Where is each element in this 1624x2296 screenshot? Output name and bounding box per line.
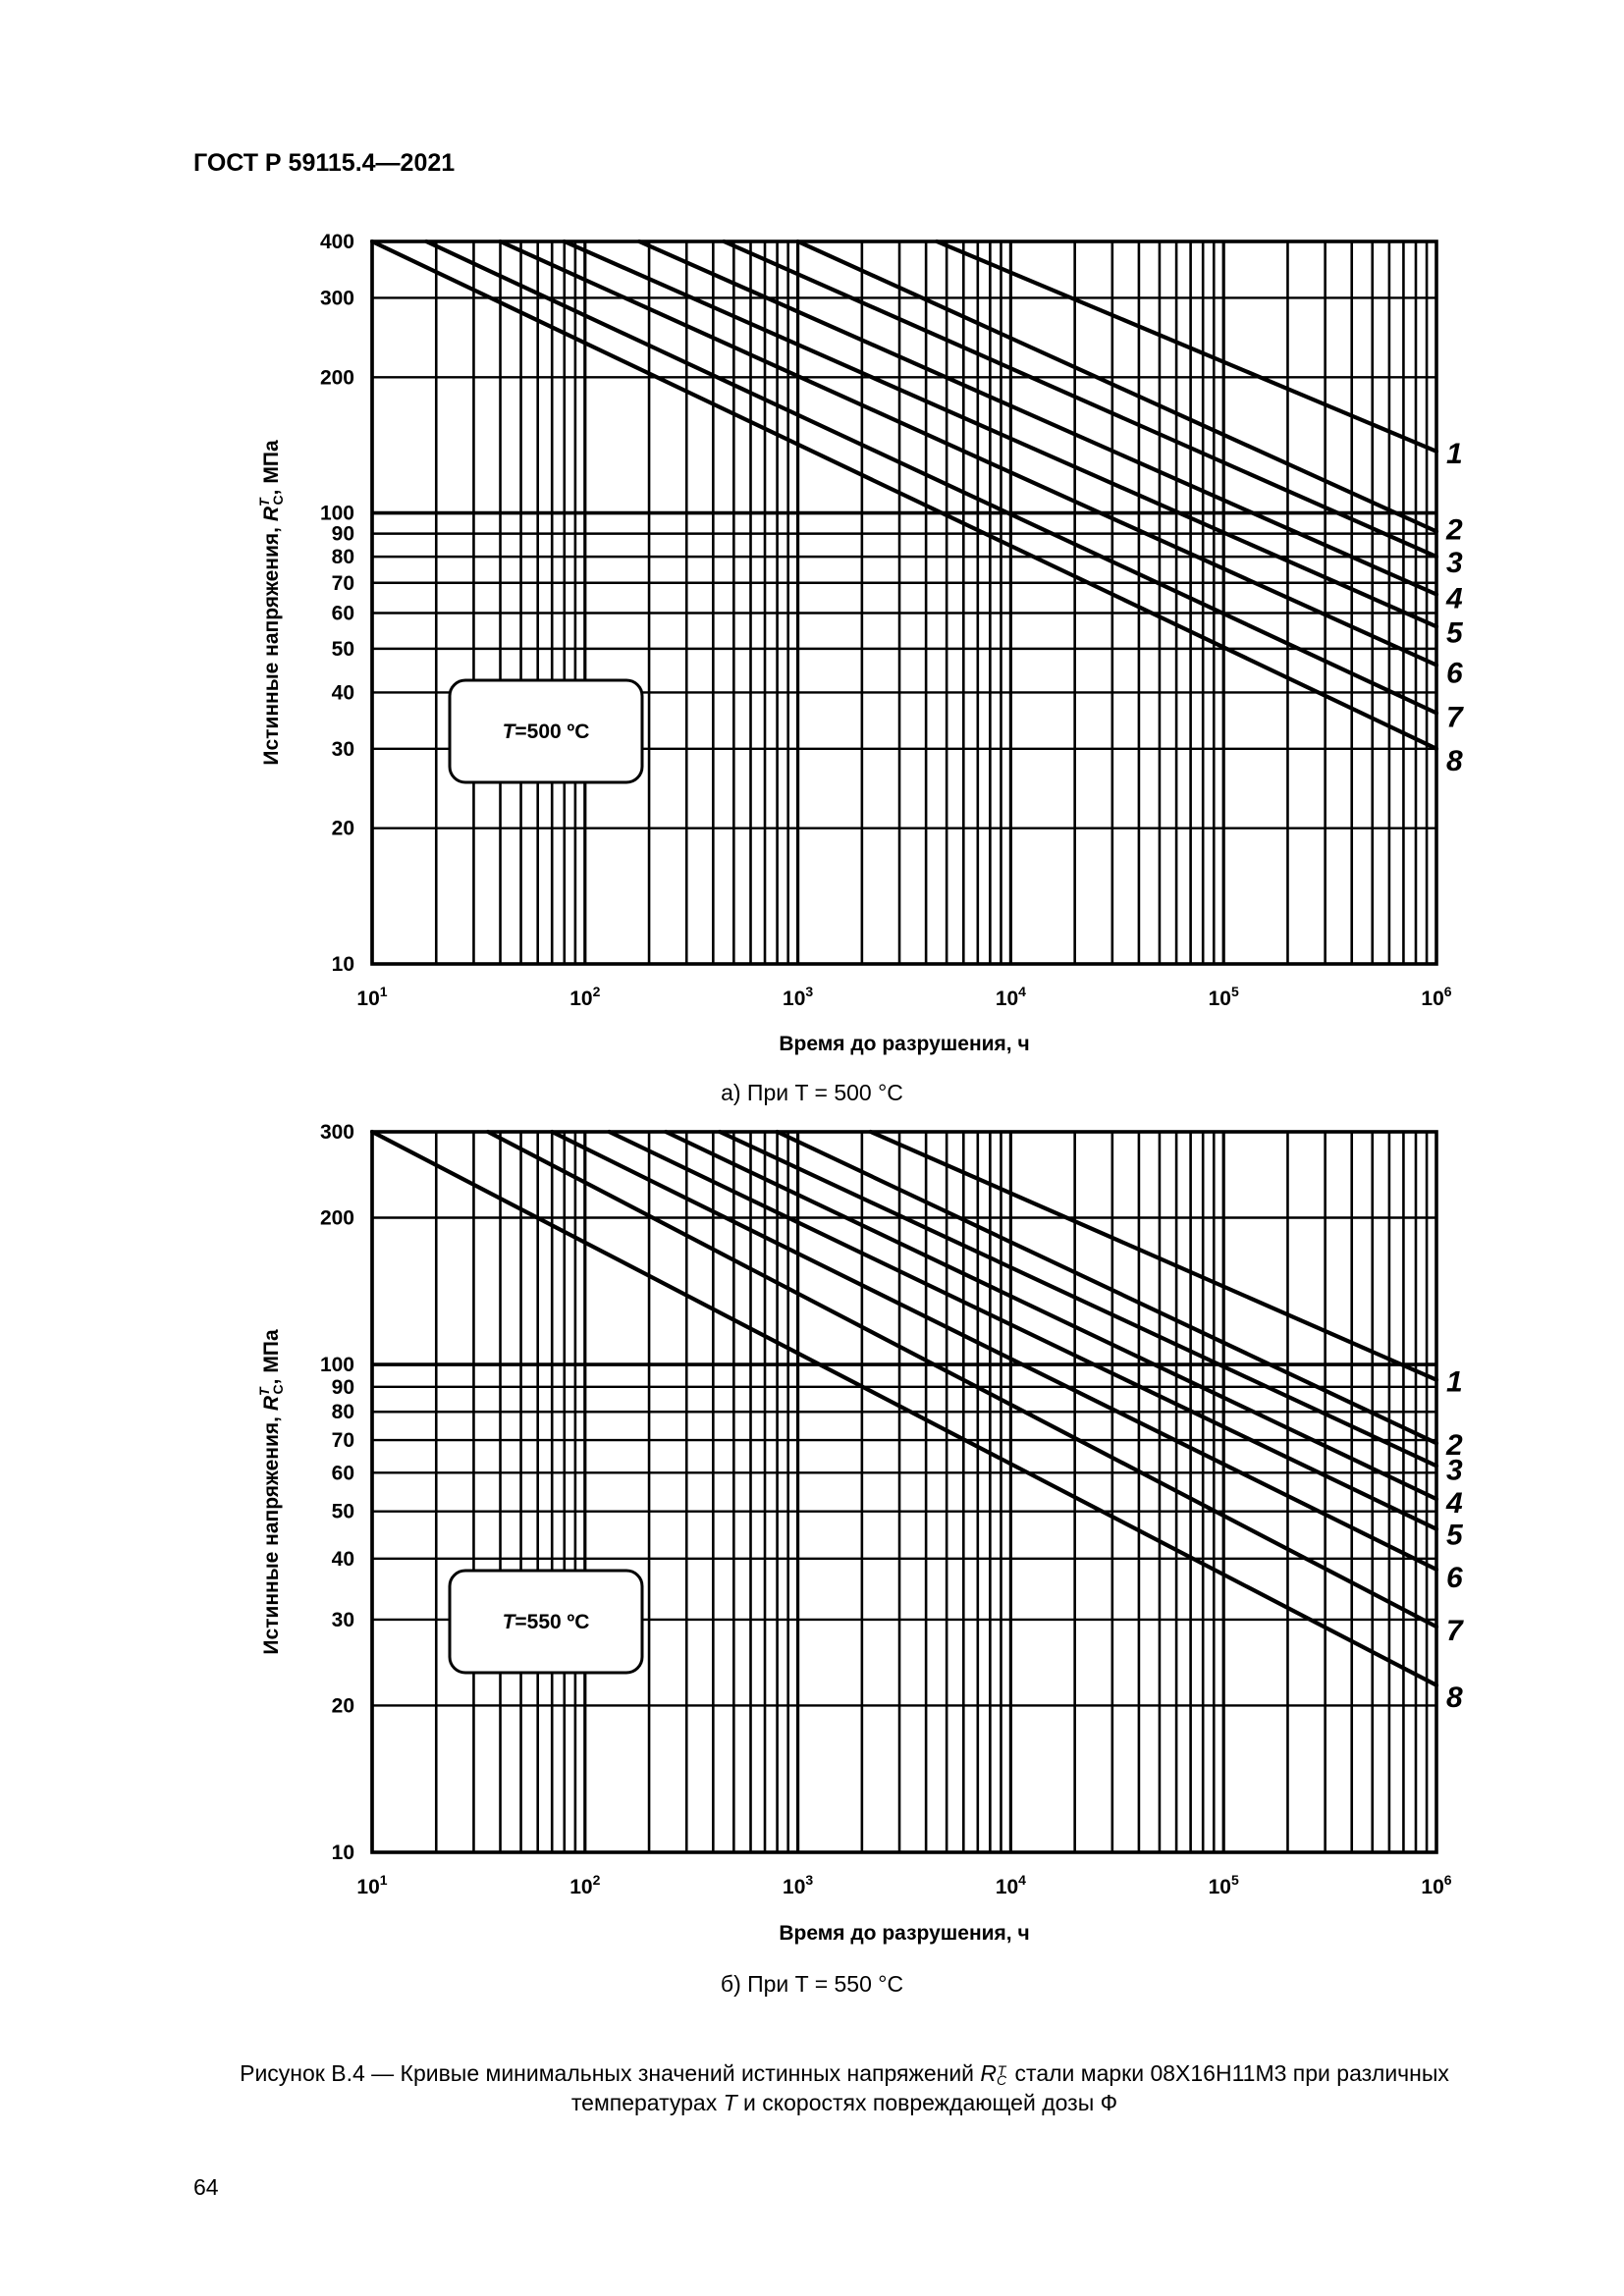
series-label-8: 8 xyxy=(1446,1682,1463,1714)
y-tick-label: 40 xyxy=(332,681,354,704)
y-tick-label: 400 xyxy=(320,231,354,253)
x-tick-label: 103 xyxy=(783,1872,813,1898)
y-tick-label: 10 xyxy=(332,1842,354,1864)
y-tick-label: 50 xyxy=(332,1501,354,1523)
temperature-label: T=500 ºC xyxy=(503,721,590,743)
x-tick-label: 102 xyxy=(569,984,600,1010)
y-tick-label: 90 xyxy=(332,523,354,546)
series-label-2: 2 xyxy=(1445,1429,1463,1462)
y-tick-label: 300 xyxy=(320,1121,354,1144)
y-tick-label: 300 xyxy=(320,287,354,309)
x-tick-label: 102 xyxy=(569,1872,600,1898)
series-line-3 xyxy=(722,239,1439,560)
figure-caption-line2: температурах T и скоростях повреждающей … xyxy=(570,2090,1118,2115)
x-tick-labels: 101 102 103 104 105 106 xyxy=(356,1872,1451,1898)
series-label-2: 2 xyxy=(1445,513,1463,546)
series-label-7: 7 xyxy=(1446,1615,1464,1647)
y-tick-label: 70 xyxy=(332,1429,354,1452)
x-axis-title: Время до разрушения, ч xyxy=(779,1033,1029,1055)
x-tick-label: 105 xyxy=(1209,1872,1239,1898)
series-line-1 xyxy=(868,1129,1439,1382)
series-line-1 xyxy=(935,239,1439,454)
temperature-label: T=550 ºC xyxy=(503,1611,590,1633)
y-tick-label: 40 xyxy=(332,1548,354,1571)
series-line-8 xyxy=(369,1129,1439,1687)
y-tick-label: 200 xyxy=(320,1207,354,1230)
x-tick-label: 104 xyxy=(996,984,1026,1010)
y-axis-title: Истинные напряжения, RTC, МПа xyxy=(256,1329,286,1655)
y-tick-label: 90 xyxy=(332,1376,354,1399)
series-line-2 xyxy=(795,239,1439,534)
plot-frame xyxy=(370,240,1438,966)
series-line-3 xyxy=(717,1129,1439,1468)
series-line-2 xyxy=(775,1129,1439,1446)
series-label-7: 7 xyxy=(1446,701,1464,733)
temperature-box xyxy=(448,1569,644,1675)
figure-caption: Рисунок В.4 — Кривые минимальных значени… xyxy=(187,2058,1502,2117)
series-label-4: 4 xyxy=(1445,1487,1463,1520)
series-label-5: 5 xyxy=(1446,1520,1464,1552)
x-tick-label: 106 xyxy=(1421,984,1451,1010)
series-label-6: 6 xyxy=(1446,658,1463,690)
series-label-3: 3 xyxy=(1446,547,1463,579)
document-code: ГОСТ Р 59115.4—2021 xyxy=(193,149,456,177)
series-line-8 xyxy=(369,239,1439,751)
y-tick-label: 80 xyxy=(332,1401,354,1423)
x-tick-label: 104 xyxy=(996,1872,1026,1898)
series-line-4 xyxy=(664,1129,1439,1502)
y-tick-label: 30 xyxy=(332,738,354,761)
series-line-7 xyxy=(485,1129,1439,1629)
series-line-7 xyxy=(424,239,1439,716)
series-label-6: 6 xyxy=(1446,1562,1463,1594)
x-tick-labels: 101 102 103 104 105 106 xyxy=(356,984,1451,1010)
series-label-1: 1 xyxy=(1446,1366,1463,1399)
y-tick-label: 60 xyxy=(332,603,354,625)
y-tick-label: 50 xyxy=(332,638,354,661)
series-label-4: 4 xyxy=(1445,582,1463,614)
y-tick-label: 20 xyxy=(332,1694,354,1717)
x-tick-label: 101 xyxy=(356,1872,387,1898)
series-line-5 xyxy=(562,239,1439,629)
x-tick-label: 106 xyxy=(1421,1872,1451,1898)
y-tick-label: 60 xyxy=(332,1462,354,1484)
series-label-5: 5 xyxy=(1446,616,1464,649)
y-tick-label: 80 xyxy=(332,546,354,568)
y-tick-label: 30 xyxy=(332,1609,354,1631)
y-tick-label: 200 xyxy=(320,366,354,389)
plot-frame xyxy=(370,1130,1438,1854)
y-tick-label: 10 xyxy=(332,953,354,976)
y-tick-label: 70 xyxy=(332,572,354,595)
x-tick-label: 103 xyxy=(783,984,813,1010)
x-tick-label: 101 xyxy=(356,984,387,1010)
series-line-5 xyxy=(607,1129,1439,1531)
y-tick-label: 100 xyxy=(320,503,354,525)
series-line-6 xyxy=(498,239,1439,667)
chart-b-caption: б) При T = 550 °C xyxy=(720,1971,904,1997)
y-tick-label: 20 xyxy=(332,818,354,840)
x-axis-title: Время до разрушения, ч xyxy=(779,1922,1029,1945)
y-tick-label: 100 xyxy=(320,1354,354,1376)
series-line-6 xyxy=(550,1129,1439,1573)
page-number: 64 xyxy=(193,2174,219,2200)
series-label-3: 3 xyxy=(1446,1454,1463,1486)
series-line-4 xyxy=(636,239,1439,597)
x-tick-label: 105 xyxy=(1209,984,1239,1010)
grid xyxy=(370,240,1436,966)
y-axis-title: Истинные напряжения, RTC, МПа xyxy=(256,440,286,766)
series-label-8: 8 xyxy=(1446,745,1463,777)
figure-caption-line1: Рисунок В.4 — Кривые минимальных значени… xyxy=(240,2060,1449,2088)
series-label-1: 1 xyxy=(1446,438,1463,470)
temperature-box xyxy=(448,678,644,784)
chart-a-caption: а) При T = 500 °C xyxy=(721,1080,903,1105)
